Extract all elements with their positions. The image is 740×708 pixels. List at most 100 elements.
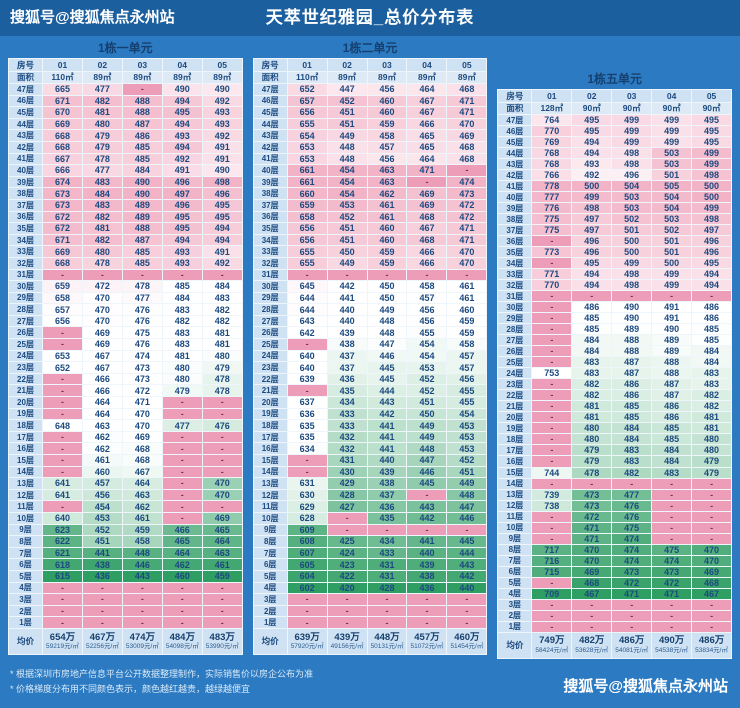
price-cell: 659 xyxy=(43,281,83,293)
price-cell: 482 xyxy=(572,379,613,391)
price-cell: 490 xyxy=(652,324,693,336)
avg-price-cell: 439万 49156元/㎡ xyxy=(327,628,368,655)
table-row: 12层 630 428 437-448 xyxy=(253,489,488,502)
empty-price-cell: - xyxy=(692,610,733,622)
avg-unit-price: 54081元/㎡ xyxy=(615,646,649,654)
empty-price-cell: - xyxy=(532,478,573,490)
price-cell: 673 xyxy=(43,199,83,212)
price-cell: 483 xyxy=(572,357,613,369)
price-cell: 475 xyxy=(612,522,653,534)
price-cell: 607 xyxy=(287,547,328,560)
empty-price-cell: - xyxy=(43,373,83,386)
floor-label: 16层 xyxy=(253,443,288,455)
floor-label: 7层 xyxy=(9,547,43,560)
floor-label: 14层 xyxy=(498,478,533,490)
table-row: 35层 773 496 500 501 496 xyxy=(498,247,733,259)
price-cell: 455 xyxy=(407,327,448,340)
footnotes: * 根据深圳市房地产信息平台公开数据整理制作，实际销售价以房企公布为准 * 价格… xyxy=(10,667,313,696)
price-cell: 629 xyxy=(287,501,328,513)
floor-label: 7层 xyxy=(498,555,533,567)
price-cell: 463 xyxy=(82,420,123,432)
price-cell: 466 xyxy=(407,118,448,131)
price-cell: 496 xyxy=(692,247,733,259)
price-cell: 496 xyxy=(162,199,203,212)
price-cell: 496 xyxy=(202,188,243,200)
average-row: 均价 749万 58424元/㎡ 482万 53628元/㎡ 486万 54081元/㎡ 49… xyxy=(498,632,733,659)
room-label-header: 房号 xyxy=(498,90,533,103)
floor-label: 8层 xyxy=(498,544,533,556)
price-cell: 672 xyxy=(43,223,83,235)
floor-label: 30层 xyxy=(9,281,43,293)
avg-unit-price: 53990元/㎡ xyxy=(205,643,239,651)
price-cell: 486 xyxy=(572,302,613,314)
price-cell: 485 xyxy=(122,141,163,154)
empty-price-cell: - xyxy=(43,501,83,513)
avg-unit-price: 49156元/㎡ xyxy=(330,643,364,651)
floor-label: 21层 xyxy=(253,385,288,398)
price-cell: 441 xyxy=(407,536,448,548)
price-cell: 482 xyxy=(692,390,733,402)
room-label-header: 房号 xyxy=(9,59,43,72)
floor-label: 33层 xyxy=(9,246,43,258)
table-row: 30层 -486 490 491 486 xyxy=(498,302,733,314)
price-cell: 431 xyxy=(327,455,368,467)
floor-label: 24层 xyxy=(9,350,43,363)
price-cell: 495 xyxy=(692,137,733,149)
floor-label: 11层 xyxy=(498,511,533,523)
empty-price-cell: - xyxy=(122,617,163,629)
price-cell: 641 xyxy=(43,478,83,490)
price-cell: 770 xyxy=(532,126,573,138)
table-row: 16层 634 432 441 448 453 xyxy=(253,443,488,455)
empty-price-cell: - xyxy=(82,617,123,629)
price-cell: 471 xyxy=(447,234,488,247)
price-cell: 464 xyxy=(407,153,448,166)
price-cell: 776 xyxy=(532,203,573,215)
price-cell: 497 xyxy=(162,188,203,200)
avg-price: 482万 xyxy=(579,635,605,647)
price-cell: 615 xyxy=(43,570,83,583)
table-row: 46层 770 495 499 499 495 xyxy=(498,126,733,138)
price-cell: 658 xyxy=(287,211,328,224)
floor-label: 34层 xyxy=(253,234,288,247)
price-cell: 503 xyxy=(652,148,693,160)
price-cell: 467 xyxy=(407,95,448,108)
price-cell: 605 xyxy=(287,559,328,571)
price-cell: 484 xyxy=(202,281,243,293)
price-cell: 459 xyxy=(122,524,163,537)
empty-price-cell: - xyxy=(532,302,573,314)
table-row: 39层 776 498 503 504 499 xyxy=(498,203,733,215)
price-cell: 491 xyxy=(202,141,243,154)
price-cell: 461 xyxy=(447,281,488,293)
table-row: 12层 738 473 476- - xyxy=(498,500,733,512)
price-cell: 467 xyxy=(122,466,163,479)
empty-price-cell: - xyxy=(447,617,488,629)
table-row: 31层 - - - - - xyxy=(253,269,488,282)
price-cell: 468 xyxy=(692,577,733,589)
table-row: 22层 -466 473 480 478 xyxy=(9,373,243,386)
empty-price-cell: - xyxy=(367,269,408,282)
floor-label: 15层 xyxy=(9,455,43,467)
floor-label: 34层 xyxy=(498,258,533,270)
table-row: 13层 631 429 438 445 449 xyxy=(253,478,488,490)
price-cell: 604 xyxy=(287,570,328,583)
price-cell: 484 xyxy=(162,292,203,305)
empty-price-cell: - xyxy=(692,291,733,303)
price-cell: 448 xyxy=(367,327,408,340)
empty-price-cell: - xyxy=(287,605,328,618)
price-cell: 503 xyxy=(652,159,693,171)
price-cell: 442 xyxy=(447,570,488,583)
floor-label: 22层 xyxy=(253,373,288,386)
price-cell: 454 xyxy=(447,408,488,421)
price-cell: 441 xyxy=(367,431,408,444)
price-cell: 484 xyxy=(652,445,693,457)
price-cell: 444 xyxy=(367,385,408,398)
table-row: 24层 653 467 474 481 480 xyxy=(9,350,243,363)
empty-price-cell: - xyxy=(287,617,328,629)
price-cell: 473 xyxy=(612,566,653,578)
price-cell: 463 xyxy=(202,547,243,560)
price-cell: 459 xyxy=(447,327,488,340)
floor-label: 31层 xyxy=(498,291,533,303)
price-cell: 439 xyxy=(327,327,368,340)
table-row: 42层 766 492 496 501 498 xyxy=(498,170,733,182)
price-cell: 460 xyxy=(367,107,408,119)
